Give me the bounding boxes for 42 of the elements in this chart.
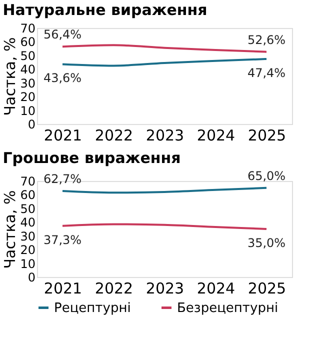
legend-label: Безрецептурні	[177, 300, 278, 316]
x-tick-label: 2024	[196, 126, 236, 144]
legend-label: Рецептурні	[54, 300, 131, 316]
line-series	[62, 58, 268, 67]
x-tick-label: 2023	[146, 126, 184, 144]
y-tick-label: 60	[20, 188, 36, 202]
y-tick-label: 0	[28, 118, 36, 132]
line-series	[62, 44, 268, 53]
y-tick-label: 40	[20, 216, 36, 230]
y-tick-label: 20	[20, 90, 36, 104]
x-tick-label: 2024	[196, 280, 236, 298]
x-tick-label: 2025	[248, 126, 286, 144]
y-tick-label: 50	[20, 48, 36, 63]
x-tick-label: 2022	[94, 280, 134, 298]
x-tick-label: 2022	[94, 126, 134, 144]
data-label: 37,3%	[43, 232, 82, 247]
y-tick-label: 40	[20, 62, 36, 77]
y-tick-label: 70	[20, 22, 36, 36]
y-tick-label: 10	[20, 104, 36, 118]
y-tick-label: 60	[20, 35, 36, 50]
chart-title: Натуральне вираження	[2, 1, 208, 19]
x-tick-label: 2023	[146, 280, 184, 298]
data-label: 52,6%	[247, 32, 286, 47]
data-label: 35,0%	[247, 236, 286, 250]
x-tick-label: 2021	[44, 280, 82, 298]
y-axis-title: Частка, %	[1, 190, 20, 269]
y-tick-label: 20	[20, 243, 36, 258]
data-label: 43,6%	[43, 71, 82, 86]
y-tick-label: 30	[20, 76, 36, 90]
y-axis-title: Частка, %	[1, 37, 20, 116]
data-label: 47,4%	[247, 66, 286, 80]
y-tick-label: 30	[20, 229, 36, 244]
y-tick-label: 10	[20, 256, 36, 271]
y-tick-label: 50	[20, 202, 36, 216]
chart-title: Грошове вираження	[2, 148, 181, 167]
data-label: 56,4%	[43, 28, 82, 42]
data-label: 65,0%	[247, 168, 286, 183]
x-tick-label: 2021	[44, 126, 82, 144]
y-tick-label: 70	[20, 174, 36, 188]
data-label: 62,7%	[43, 172, 82, 186]
y-tick-label: 0	[28, 270, 36, 284]
x-tick-label: 2025	[248, 280, 286, 298]
